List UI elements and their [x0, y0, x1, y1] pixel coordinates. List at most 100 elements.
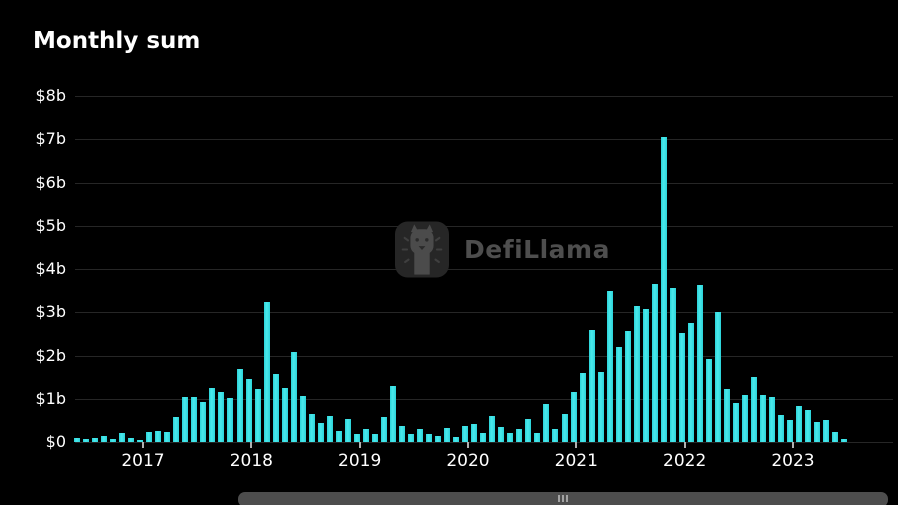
bar[interactable] [769, 397, 776, 442]
bar[interactable] [678, 333, 685, 442]
bar[interactable] [326, 415, 333, 442]
bar[interactable] [110, 439, 117, 442]
bar[interactable] [290, 352, 297, 442]
bar[interactable] [462, 425, 469, 442]
bar[interactable] [317, 422, 324, 442]
bar[interactable] [588, 330, 595, 442]
bar[interactable] [245, 378, 252, 442]
bar[interactable] [651, 283, 658, 442]
gridline [75, 398, 893, 400]
bar[interactable] [705, 359, 712, 442]
bar[interactable] [552, 429, 559, 442]
bar[interactable] [155, 431, 162, 442]
bar[interactable] [389, 385, 396, 442]
bar[interactable] [814, 422, 821, 442]
bar[interactable] [724, 388, 731, 442]
gridline [75, 442, 893, 443]
bar[interactable] [714, 311, 721, 442]
bar[interactable] [83, 438, 90, 442]
bar[interactable] [371, 433, 378, 442]
bar[interactable] [507, 432, 514, 442]
bar[interactable] [299, 395, 306, 442]
bar[interactable] [733, 403, 740, 442]
bar[interactable] [74, 438, 80, 442]
bar[interactable] [579, 372, 586, 442]
bar[interactable] [787, 419, 794, 442]
bar[interactable] [272, 374, 279, 442]
bar[interactable] [516, 429, 523, 442]
bar[interactable] [92, 438, 99, 442]
bar[interactable] [823, 419, 830, 442]
bar[interactable] [200, 401, 207, 442]
bar[interactable] [543, 403, 550, 442]
bar[interactable] [236, 368, 243, 442]
gridline [75, 96, 893, 97]
bar[interactable] [525, 419, 532, 442]
bar[interactable] [778, 415, 785, 442]
bar[interactable] [417, 429, 424, 442]
bar[interactable] [227, 398, 234, 442]
bar[interactable] [218, 391, 225, 442]
bar[interactable] [408, 433, 415, 442]
bar[interactable] [191, 396, 198, 442]
bar[interactable] [498, 426, 505, 442]
bar[interactable] [751, 377, 758, 442]
bar[interactable] [353, 433, 360, 442]
bar[interactable] [624, 331, 631, 442]
bar[interactable] [380, 417, 387, 442]
bar[interactable] [841, 438, 848, 442]
bar[interactable] [615, 346, 622, 442]
bar[interactable] [669, 288, 676, 442]
bar[interactable] [453, 437, 460, 442]
bar[interactable] [696, 285, 703, 442]
bar[interactable] [471, 423, 478, 442]
bar[interactable] [173, 417, 180, 442]
bar[interactable] [805, 410, 812, 442]
bar[interactable] [570, 392, 577, 442]
bar[interactable] [263, 301, 270, 442]
bar[interactable] [597, 371, 604, 442]
bar[interactable] [281, 387, 288, 442]
bar[interactable] [561, 413, 568, 442]
chart-zoom-scrollbar[interactable] [238, 492, 888, 505]
bar[interactable] [399, 426, 405, 442]
bar[interactable] [209, 387, 216, 442]
x-axis-tick [250, 442, 253, 448]
bar[interactable] [101, 436, 108, 442]
bar[interactable] [642, 308, 649, 442]
bar[interactable] [489, 415, 496, 442]
bar[interactable] [660, 137, 667, 442]
bar[interactable] [687, 322, 694, 442]
x-axis: 2017 2018 2019 2020 2021 2022 2023 [0, 442, 898, 478]
bar[interactable] [308, 413, 315, 442]
bar[interactable] [760, 395, 767, 442]
bar[interactable] [182, 396, 189, 442]
bar[interactable] [534, 432, 541, 442]
bar[interactable] [742, 395, 749, 442]
bar[interactable] [164, 432, 171, 442]
y-axis-tick-label: $2b [35, 345, 66, 365]
bar[interactable] [335, 430, 342, 442]
bar[interactable] [146, 432, 153, 442]
bar[interactable] [633, 306, 640, 442]
bar[interactable] [344, 419, 351, 442]
bar[interactable] [606, 290, 613, 442]
bar[interactable] [362, 429, 369, 442]
bar[interactable] [128, 438, 135, 442]
bar[interactable] [444, 428, 451, 442]
drag-handle-icon[interactable] [558, 495, 568, 502]
x-axis-tick-label: 2018 [229, 451, 273, 471]
y-axis-tick-label: $3b [35, 302, 66, 322]
bar[interactable] [254, 388, 261, 442]
gridline [75, 312, 893, 314]
bar[interactable] [119, 433, 126, 442]
bar[interactable] [832, 432, 839, 442]
y-axis-tick-label: $8b [35, 86, 66, 105]
bar[interactable] [435, 435, 442, 442]
bar[interactable] [137, 439, 144, 442]
bar[interactable] [426, 433, 433, 442]
y-axis-tick-label: $0 [45, 432, 66, 451]
bar[interactable] [480, 432, 487, 442]
bar[interactable] [796, 406, 803, 442]
